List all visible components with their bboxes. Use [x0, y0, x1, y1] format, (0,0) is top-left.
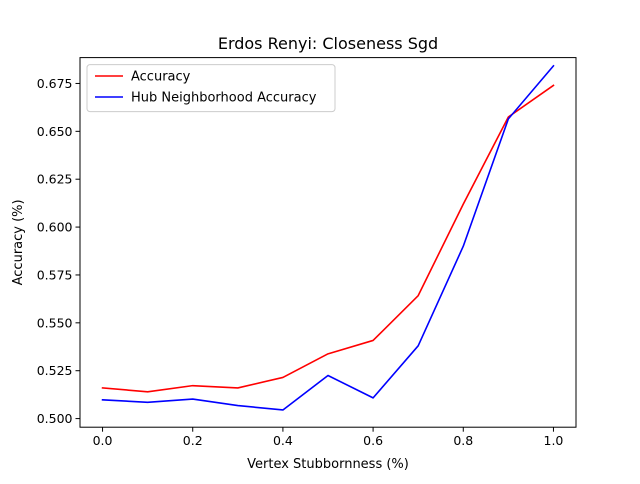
y-axis-label: Accuracy (%): [11, 199, 26, 285]
x-tick-label: 1.0: [544, 433, 564, 448]
x-axis-label: Vertex Stubbornness (%): [247, 457, 409, 472]
y-tick-label: 0.500: [37, 411, 73, 426]
x-tick-label: 0.8: [453, 433, 473, 448]
y-tick-label: 0.575: [37, 267, 73, 282]
y-tick-label: 0.550: [37, 315, 73, 330]
y-axis-ticks: 0.500 0.525 0.550 0.575 0.600 0.625 0.650 0.675: [37, 76, 80, 426]
series-line-hub-neighborhood-accuracy: [103, 66, 554, 410]
plot-frame: [80, 58, 576, 428]
y-tick-label: 0.625: [37, 172, 73, 187]
legend-label-hub-neighborhood-accuracy: Hub Neighborhood Accuracy: [131, 91, 317, 106]
x-tick-label: 0.4: [273, 433, 293, 448]
chart-legend: Accuracy Hub Neighborhood Accuracy: [87, 65, 335, 112]
series-line-accuracy: [103, 85, 554, 391]
x-tick-label: 0.0: [93, 433, 113, 448]
y-tick-label: 0.675: [37, 76, 73, 91]
x-tick-label: 0.2: [183, 433, 203, 448]
series-accuracy: [103, 85, 554, 391]
x-tick-label: 0.6: [363, 433, 383, 448]
legend-label-accuracy: Accuracy: [131, 70, 191, 85]
y-tick-label: 0.650: [37, 124, 73, 139]
series-hub-neighborhood-accuracy: [103, 66, 554, 410]
y-tick-label: 0.600: [37, 220, 73, 235]
chart-title: Erdos Renyi: Closeness Sgd: [218, 34, 438, 53]
series-layer: [103, 66, 554, 410]
y-tick-label: 0.525: [37, 363, 73, 378]
x-axis-ticks: 0.0 0.2 0.4 0.6 0.8 1.0: [93, 427, 564, 448]
